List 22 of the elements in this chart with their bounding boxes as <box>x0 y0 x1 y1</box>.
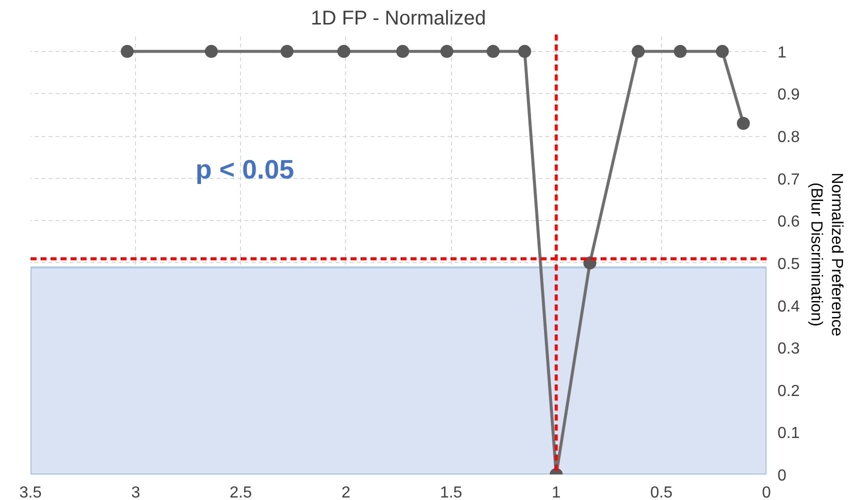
y-tick-label: 0.9 <box>778 86 800 104</box>
x-tick-label: 0.5 <box>650 484 673 500</box>
x-tick-label: 3 <box>131 484 140 500</box>
x-tick-label: 1.5 <box>440 484 462 500</box>
y-tick-label: 0.5 <box>778 256 800 273</box>
y-tick-label: 0.8 <box>778 129 800 146</box>
y-tick-label: 0.7 <box>778 171 800 188</box>
y-tick-label: 1 <box>778 44 786 62</box>
x-tick-label: 0 <box>762 484 772 500</box>
y-tick-label: 0 <box>778 468 786 484</box>
x-tick-label: 2.5 <box>230 484 252 500</box>
y-axis-title: Normalized Preference (Blur Discrimination) <box>808 172 846 336</box>
y-tick-label: 0.2 <box>778 382 800 400</box>
x-tick-label: 1 <box>552 484 561 500</box>
annotation: p < 0.05 <box>196 154 294 184</box>
y-tick-label: 0.1 <box>778 425 800 442</box>
y-tick-label: 0.4 <box>778 298 800 316</box>
chart-title: 1D FP - Normalized <box>310 8 486 30</box>
y-tick-label: 0.6 <box>778 214 800 231</box>
x-tick-label: 2 <box>341 484 350 500</box>
y-tick-label: 0.3 <box>778 340 800 358</box>
x-tick-label: 3.5 <box>19 484 42 500</box>
